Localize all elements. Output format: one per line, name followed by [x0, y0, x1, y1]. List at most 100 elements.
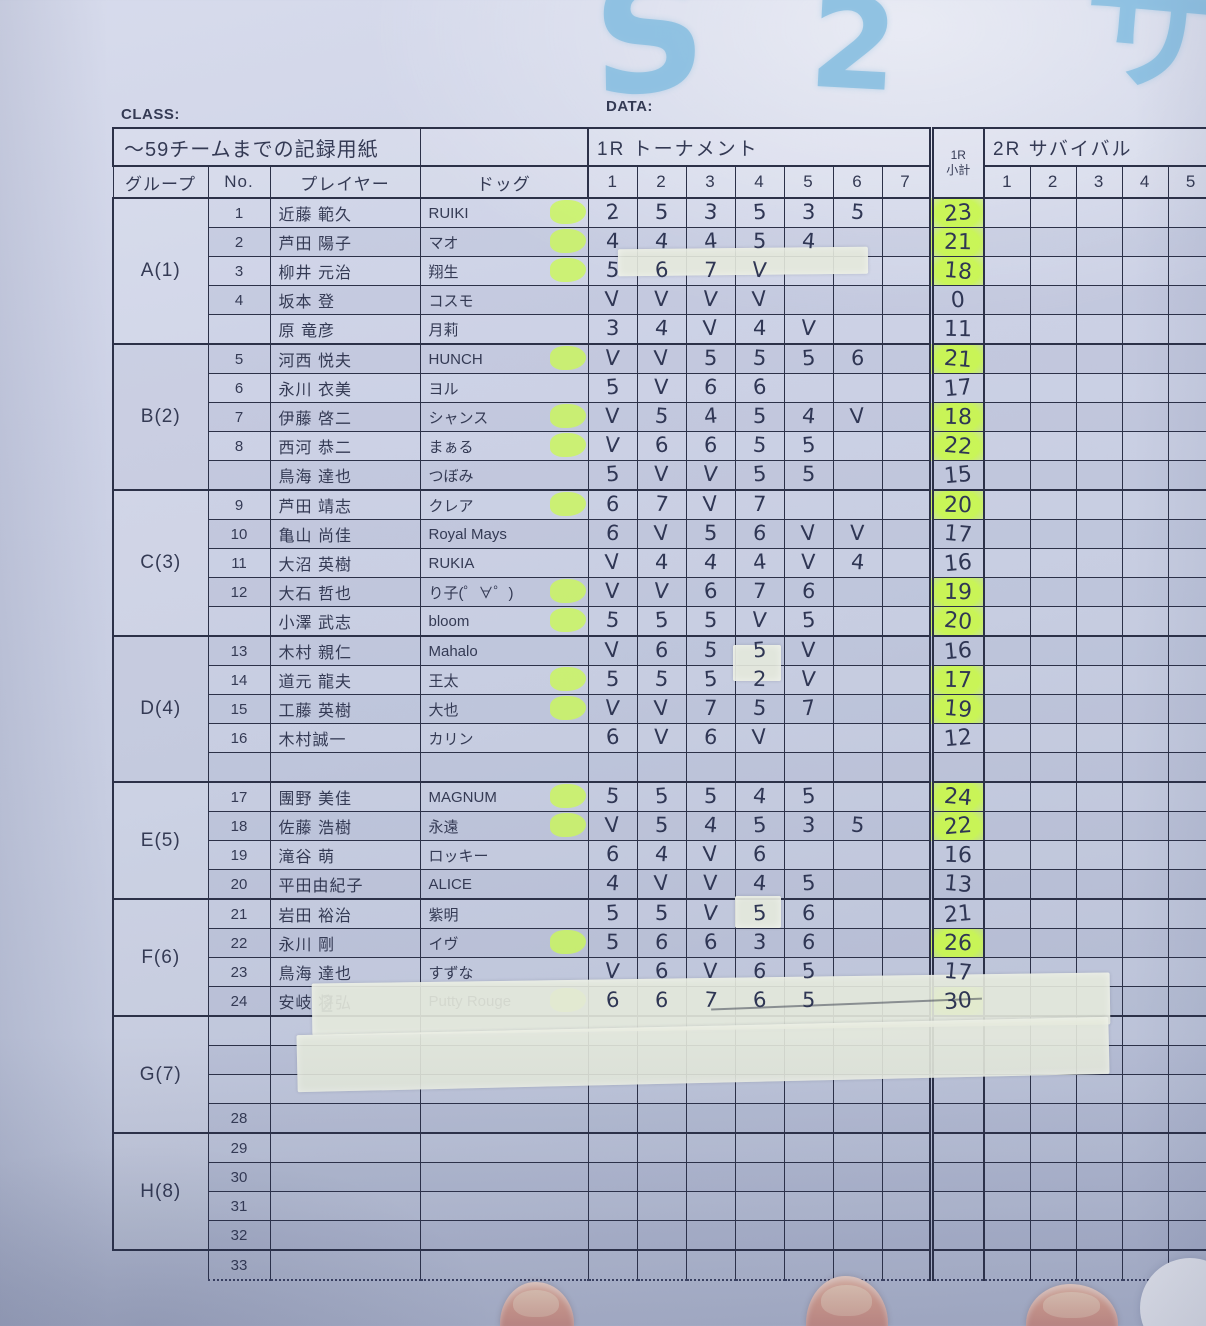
subtotal-value: 16	[943, 549, 974, 578]
score-value: V	[653, 870, 670, 896]
round2-cell	[1121, 781, 1169, 812]
score-value: 5	[751, 637, 768, 663]
score-cell: 5	[734, 694, 785, 724]
score-cell: 7	[685, 694, 736, 724]
table-row: H(8) 29	[112, 1132, 1206, 1251]
subtotal-cell: 13	[928, 869, 986, 900]
subtotal-cell: 26	[928, 928, 986, 958]
round2-cell	[1029, 489, 1077, 520]
round1-col-header: 3	[685, 165, 736, 199]
subtotal-value: 13	[943, 870, 974, 899]
subtotal-cell	[928, 1220, 986, 1251]
round2-cell	[1075, 840, 1123, 870]
subtotal-value: 22	[943, 812, 974, 841]
score-value: V	[849, 403, 866, 429]
score-value: 2	[604, 199, 621, 225]
player-cell: 芦田 靖志	[269, 489, 421, 520]
score-value: V	[751, 286, 768, 312]
group-cell: G(7)	[112, 1015, 209, 1134]
correction-tape	[735, 896, 781, 928]
round2-cell	[1121, 1103, 1169, 1134]
dog-cell: シャンス	[419, 402, 589, 432]
subtotal-cell	[928, 1103, 986, 1134]
round2-cell	[1167, 1103, 1206, 1134]
score-value: 5	[703, 783, 718, 809]
round2-cell	[1075, 665, 1123, 695]
dog-cell: カリン	[419, 723, 589, 753]
score-cell: 5	[685, 343, 736, 374]
round2-cell	[983, 752, 1031, 783]
dog-cell	[419, 1103, 589, 1134]
score-value: 6	[653, 958, 670, 984]
data-label: DATA:	[606, 98, 653, 115]
score-cell: 5	[783, 781, 834, 812]
round2-cell	[983, 256, 1031, 286]
row-number-cell: 33	[207, 1249, 271, 1281]
score-value: V	[751, 257, 768, 283]
score-value: 5	[653, 783, 670, 809]
score-value: V	[604, 812, 621, 838]
score-cell: 6	[685, 723, 736, 753]
score-cell	[881, 635, 932, 666]
score-cell: 6	[734, 519, 785, 549]
score-cell: 5	[685, 606, 736, 637]
score-cell: V	[734, 606, 785, 637]
subtotal-header-line2: 小計	[946, 163, 971, 177]
score-cell	[783, 373, 834, 403]
score-cell	[881, 1074, 932, 1104]
score-cell: 7	[636, 489, 687, 520]
score-cell: V	[587, 694, 638, 724]
subtotal-value: 17	[943, 374, 974, 403]
round2-cell	[983, 227, 1031, 257]
score-cell: 5	[734, 402, 785, 432]
row-number-cell: 29	[207, 1132, 271, 1163]
round2-cell	[983, 373, 1031, 403]
round2-cell	[1029, 1220, 1077, 1251]
score-value: 6	[605, 491, 620, 517]
round2-cell	[983, 1162, 1031, 1192]
player-cell: 永川 剛	[269, 928, 421, 958]
subtotal-cell: 20	[928, 489, 986, 520]
score-cell: 6	[587, 723, 638, 753]
score-value: V	[604, 432, 621, 458]
score-value: V	[604, 286, 621, 312]
score-cell: 5	[636, 781, 687, 812]
score-value: V	[702, 461, 719, 487]
score-cell	[832, 431, 883, 461]
score-cell: 5	[783, 343, 834, 374]
score-cell	[636, 1220, 687, 1251]
player-cell: 永川 衣美	[269, 373, 421, 403]
player-cell: 亀山 尚佳	[269, 519, 421, 549]
score-cell: 5	[636, 811, 687, 841]
score-cell	[734, 1132, 785, 1163]
dog-cell: HUNCH	[419, 343, 589, 374]
round2-cell	[983, 635, 1031, 666]
round2-cell	[1121, 227, 1169, 257]
round2-cell	[1029, 928, 1077, 958]
round2-cell	[1167, 197, 1206, 228]
subtotal-cell: 19	[928, 694, 986, 724]
player-cell: 芦田 陽子	[269, 227, 421, 257]
round2-cell	[983, 811, 1031, 841]
dog-cell	[419, 752, 589, 783]
round2-cell	[983, 723, 1031, 753]
round2-cell	[1029, 227, 1077, 257]
score-value: 4	[604, 870, 621, 896]
score-cell: 5	[587, 460, 638, 491]
score-cell: V	[587, 431, 638, 461]
round2-cell	[983, 343, 1031, 374]
score-value: 7	[703, 257, 718, 283]
round2-cell	[1029, 606, 1077, 637]
score-value: V	[604, 695, 621, 721]
subtotal-value: 23	[943, 199, 974, 228]
score-cell	[587, 1249, 638, 1281]
round2-cell	[1167, 694, 1206, 724]
round2-cell	[1029, 431, 1077, 461]
row-number-cell: 15	[207, 694, 271, 724]
score-cell	[783, 1220, 834, 1251]
round2-cell	[1075, 256, 1123, 286]
score-value: 5	[751, 812, 768, 838]
player-cell: 岩田 裕治	[269, 898, 421, 929]
player-cell	[269, 752, 421, 783]
fingernail	[513, 1289, 560, 1318]
